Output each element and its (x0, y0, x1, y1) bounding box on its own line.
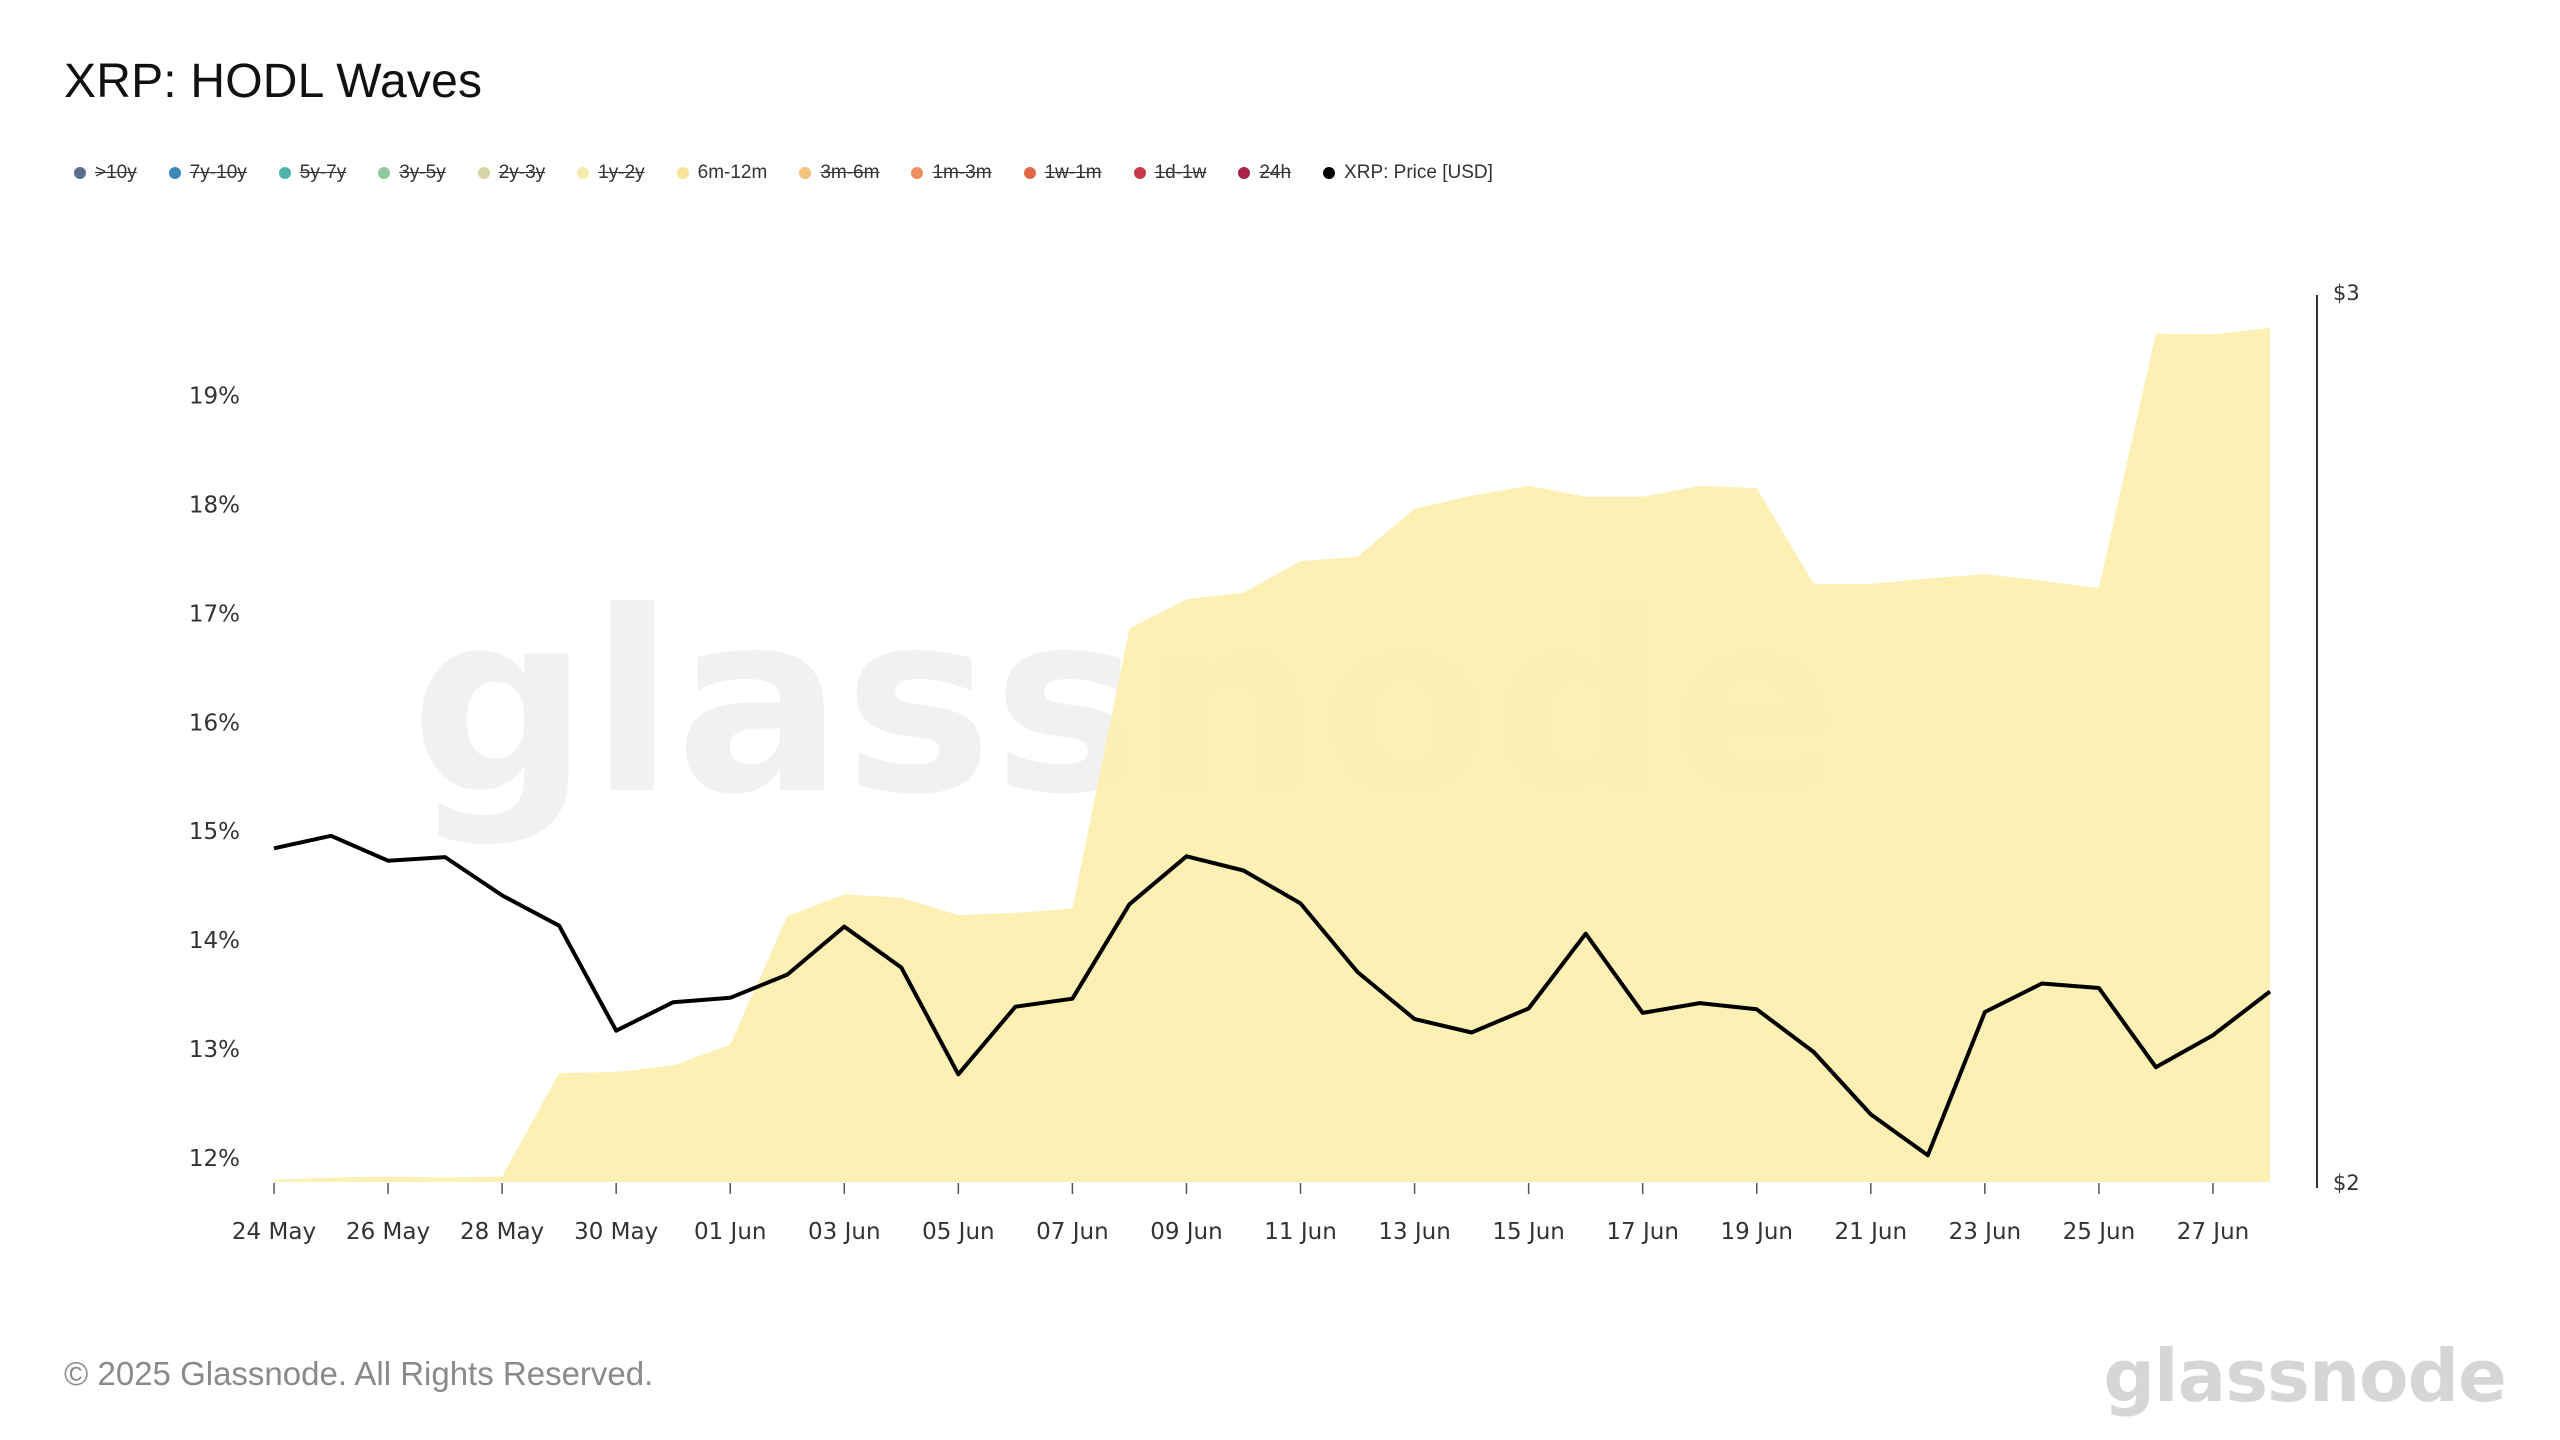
legend-item[interactable]: 2y-3y (477, 162, 546, 184)
legend-marker (1133, 167, 1146, 179)
right-tick-label: $3 (2333, 281, 2360, 305)
x-tick-label: 26 May (346, 1219, 430, 1245)
x-tick-label: 25 Jun (2063, 1219, 2136, 1245)
y-tick-label: 13% (189, 1037, 240, 1063)
legend-marker (911, 167, 924, 179)
legend-item[interactable]: 5y-7y (278, 162, 347, 184)
right-axis: $2 $3 (2316, 281, 2360, 1195)
legend-label: 1d-1w (1154, 162, 1207, 183)
legend-label: 1y-2y (598, 162, 645, 183)
y-tick-label: 15% (189, 819, 240, 845)
legend-marker (378, 167, 391, 179)
legend-marker (477, 167, 490, 179)
x-tick-label: 21 Jun (1835, 1219, 1908, 1245)
x-tick-label: 03 Jun (808, 1219, 881, 1245)
x-tick-label: 09 Jun (1150, 1219, 1223, 1245)
legend-item[interactable]: 3y-5y (378, 162, 446, 184)
x-tick-label: 19 Jun (1720, 1219, 1793, 1245)
legend-marker (1323, 167, 1336, 179)
legend-label: >10y (95, 162, 137, 183)
legend-marker (74, 167, 86, 179)
x-tick-label: 30 May (574, 1219, 658, 1245)
legend-label: 3m-6m (820, 162, 880, 183)
y-tick-label: 19% (189, 383, 240, 409)
legend-item[interactable]: 7y-10y (168, 162, 247, 184)
right-tick-label: $2 (2333, 1171, 2360, 1195)
x-tick-label: 13 Jun (1378, 1219, 1451, 1245)
x-tick-label: 05 Jun (922, 1219, 995, 1245)
legend-item[interactable]: 1y-2y (577, 162, 645, 184)
legend-label: 6m-12m (697, 162, 768, 183)
legend-label: XRP: Price [USD] (1344, 162, 1493, 183)
legend-label: 1w-1m (1044, 162, 1102, 183)
glassnode-logo: glassnode (2103, 1334, 2507, 1418)
area-series-layer (274, 327, 2270, 1182)
legend-marker (278, 167, 291, 179)
legend-marker (577, 167, 590, 179)
legend-label: 5y-7y (299, 162, 347, 183)
legend-marker (676, 167, 689, 179)
legend-item[interactable]: 1m-3m (911, 162, 992, 184)
x-tick-label: 07 Jun (1036, 1219, 1109, 1245)
y-tick-label: 18% (189, 492, 240, 518)
y-tick-label: 17% (189, 601, 240, 627)
x-tick-label: 17 Jun (1606, 1219, 1679, 1245)
legend-marker (799, 167, 812, 179)
legend-marker (1023, 167, 1036, 179)
legend-item[interactable]: 1w-1m (1023, 162, 1102, 184)
area-series-6m-12m (274, 327, 2270, 1182)
legend-item[interactable]: >10y (74, 162, 137, 184)
legend-item[interactable]: 6m-12m (676, 162, 768, 184)
x-tick-label: 28 May (460, 1219, 544, 1245)
legend-item[interactable]: 24h (1238, 162, 1291, 184)
legend-marker (168, 167, 181, 179)
y-tick-label: 16% (189, 710, 240, 736)
price-line (273, 833, 2272, 1158)
legend-item[interactable]: XRP: Price [USD] (1323, 162, 1493, 184)
x-tick-label: 27 Jun (2177, 1219, 2250, 1245)
copyright-text: © 2025 Glassnode. All Rights Reserved. (64, 1355, 654, 1392)
x-tick-label: 24 May (232, 1219, 316, 1245)
legend-label: 1m-3m (932, 162, 992, 183)
chart-legend: >10y 7y-10y 5y-7y 3y-5y 2y-3y 1y-2y 6m-12m 3m-6… (74, 162, 1525, 184)
x-tick-label: 11 Jun (1264, 1219, 1337, 1245)
legend-marker (1238, 167, 1251, 179)
y-tick-label: 14% (189, 928, 240, 954)
x-tick-label: 01 Jun (694, 1219, 767, 1245)
legend-label: 24h (1259, 162, 1292, 183)
chart-title: XRP: HODL Waves (64, 55, 483, 108)
legend-label: 7y-10y (189, 162, 247, 183)
legend-label: 2y-3y (498, 162, 546, 183)
legend-item[interactable]: 1d-1w (1133, 162, 1207, 184)
y-tick-label: 12% (189, 1146, 240, 1172)
x-tick-label: 15 Jun (1492, 1219, 1565, 1245)
price-series-layer (273, 833, 2272, 1158)
legend-label: 3y-5y (399, 162, 446, 183)
legend-item[interactable]: 3m-6m (799, 162, 879, 184)
x-tick-label: 23 Jun (1949, 1219, 2022, 1245)
left-axis: 12% 13% 14% 15% 16% 17% 18% 19% (189, 383, 240, 1172)
x-axis: 24 May 26 May 28 May 30 May 01 Jun 03 Jun 05 J… (232, 1183, 2249, 1245)
